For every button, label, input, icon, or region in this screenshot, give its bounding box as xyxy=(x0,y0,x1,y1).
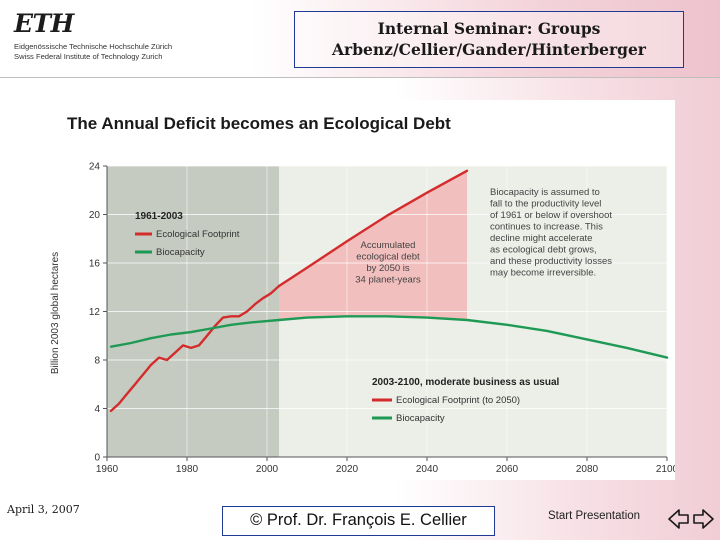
plot-area: 0 4 8 12 16 20 24 1960 1980 2000 2020 2040 2060 2080 2… xyxy=(89,162,675,476)
legend-projection-title: 2003-2100, moderate business as usual xyxy=(372,377,560,388)
start-presentation-link[interactable]: Start Presentation xyxy=(548,510,641,522)
y-axis-label: Billion 2003 global hectares xyxy=(50,252,61,374)
footer-date: April 3, 2007 xyxy=(7,503,80,516)
header-band xyxy=(0,0,720,78)
debt-annotation-line: by 2050 is xyxy=(366,263,410,274)
legend-projection-item: Biocapacity xyxy=(396,413,445,424)
seminar-title-box: Internal Seminar: Groups Arbenz/Cellier/… xyxy=(294,11,684,68)
biocapacity-annotation-line: decline might accelerate xyxy=(490,233,592,244)
y-tick-label: 0 xyxy=(94,453,100,464)
y-tick-label: 12 xyxy=(89,307,101,318)
legend-historic-item: Biocapacity xyxy=(156,247,205,258)
seminar-title-line1: Internal Seminar: Groups xyxy=(377,19,601,38)
biocapacity-annotation-line: and these productivity losses xyxy=(490,256,612,267)
x-tick-label: 2100 xyxy=(656,464,675,475)
biocapacity-annotation-line: Biocapacity is assumed to xyxy=(490,187,600,198)
logo-line-english: Swiss Federal Institute of Technology Zu… xyxy=(14,52,163,61)
x-tick-label: 2040 xyxy=(416,464,439,475)
legend-historic-title: 1961-2003 xyxy=(135,211,183,222)
y-tick-label: 24 xyxy=(89,162,101,173)
legend-projection-item: Ecological Footprint (to 2050) xyxy=(396,395,520,406)
legend-historic-item: Ecological Footprint xyxy=(156,229,240,240)
x-tick-label: 2020 xyxy=(336,464,359,475)
logo-wordmark: ETH xyxy=(14,9,74,38)
chart-title: The Annual Deficit becomes an Ecological… xyxy=(67,114,451,133)
y-tick-label: 4 xyxy=(94,404,100,415)
biocapacity-annotation-line: as ecological debt grows, xyxy=(490,245,597,256)
series-line-biocapacity-1961-2003 xyxy=(109,318,281,348)
series-line-biocapacity-2003-2100 xyxy=(277,315,669,359)
y-tick-label: 8 xyxy=(94,356,100,367)
copyright-box: © Prof. Dr. François E. Cellier xyxy=(222,506,495,536)
x-tick-label: 1960 xyxy=(96,464,119,475)
left-arrow-icon[interactable] xyxy=(668,508,690,530)
x-tick-label: 1980 xyxy=(176,464,199,475)
x-tick-label: 2060 xyxy=(496,464,519,475)
right-arrow-icon[interactable] xyxy=(692,508,714,530)
chart-figure: The Annual Deficit becomes an Ecological… xyxy=(45,100,675,480)
logo-line-german: Eidgenössische Technische Hochschule Zür… xyxy=(14,42,173,51)
debt-annotation-line: 34 planet-years xyxy=(355,275,421,286)
y-tick-label: 16 xyxy=(89,259,101,270)
x-tick-label: 2080 xyxy=(576,464,599,475)
x-tick-label: 2000 xyxy=(256,464,279,475)
debt-annotation-line: Accumulated xyxy=(361,240,416,251)
header-divider xyxy=(0,77,720,78)
series-line-footprint-2003-2050 xyxy=(277,169,469,288)
biocapacity-annotation-line: continues to increase. This xyxy=(490,222,603,233)
series-line-footprint-1961-2003 xyxy=(109,284,281,413)
biocapacity-annotation-line: may become irreversible. xyxy=(490,268,596,279)
y-tick-label: 20 xyxy=(89,210,101,221)
ecological-debt-area xyxy=(279,170,467,320)
ecological-debt-chart: The Annual Deficit becomes an Ecological… xyxy=(50,114,675,476)
seminar-title-line2: Arbenz/Cellier/Gander/Hinterberger xyxy=(332,40,646,59)
biocapacity-annotation-line: fall to the productivity level xyxy=(490,199,601,210)
biocapacity-annotation-line: of 1961 or below if overshoot xyxy=(490,210,612,221)
eth-logo: ETH Eidgenössische Technische Hochschule… xyxy=(14,9,254,62)
debt-annotation-line: ecological debt xyxy=(356,252,420,263)
